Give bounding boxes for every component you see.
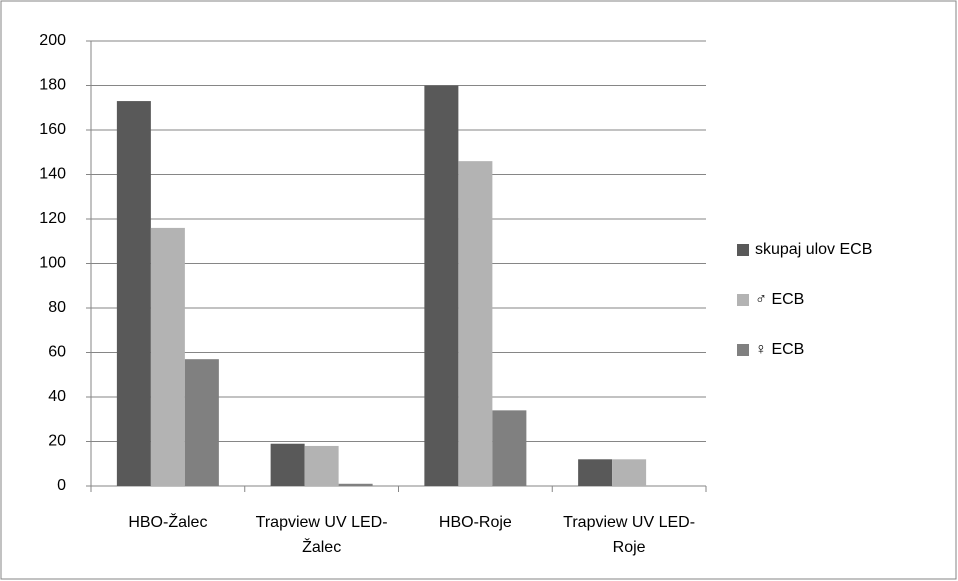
- legend-label: skupaj ulov ECB: [755, 241, 872, 258]
- y-tick-label: 40: [48, 388, 66, 405]
- y-tick-label: 80: [48, 299, 66, 316]
- legend-label: ♂ ECB: [755, 291, 804, 308]
- x-tick-label: HBO-Žalec: [128, 514, 208, 531]
- legend-swatch: [737, 294, 749, 306]
- y-tick-label: 0: [57, 477, 66, 494]
- bar: [184, 359, 219, 486]
- y-tick-label: 120: [39, 210, 66, 227]
- y-tick-label: 20: [48, 433, 66, 450]
- x-tick-label: Trapview UV LED-Žalec: [255, 514, 388, 556]
- legend-swatch: [737, 244, 749, 256]
- y-tick-label: 160: [39, 121, 66, 138]
- bar: [492, 410, 527, 486]
- legend-swatch: [737, 344, 749, 356]
- x-tick-label: Trapview UV LED-Roje: [563, 514, 696, 556]
- bar: [612, 459, 647, 486]
- legend-label: ♀ ECB: [755, 341, 804, 358]
- bar: [150, 227, 185, 486]
- y-tick-label: 200: [39, 32, 66, 49]
- bar: [458, 161, 493, 486]
- y-tick-label: 60: [48, 344, 66, 361]
- bar: [578, 459, 613, 486]
- bar: [270, 443, 305, 486]
- y-tick-label: 140: [39, 166, 66, 183]
- bar: [116, 101, 151, 486]
- bar: [424, 85, 459, 486]
- x-tick-label: HBO-Roje: [438, 514, 512, 531]
- bar: [338, 483, 373, 486]
- y-tick-label: 100: [39, 255, 66, 272]
- bar: [304, 445, 339, 486]
- y-tick-label: 180: [39, 77, 66, 94]
